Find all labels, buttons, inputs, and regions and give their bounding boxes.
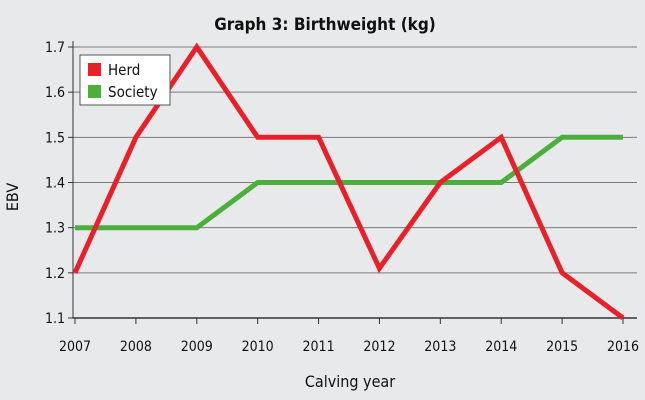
x-tick-labels: 2007 2008 2009 2010 2011 2012 2013 2014 2015 2016 [59,339,639,355]
x-axis-title: Calving year [305,372,395,391]
x-tick-label-2008: 2008 [120,339,152,355]
legend: Herd Society [79,54,171,106]
x-tick-label-2013: 2013 [424,339,456,355]
y-tick-label-1.3: 1.3 [45,221,65,237]
x-tick-label-2011: 2011 [303,339,335,355]
x-tick-label-2014: 2014 [485,339,517,355]
x-tick-label-2007: 2007 [59,339,91,355]
y-tick-label-1.4: 1.4 [45,176,65,192]
y-tick-label-1.1: 1.1 [45,311,65,327]
chart-title: Graph 3: Birthweight (kg) [214,15,436,35]
y-tick-labels: 1.1 1.2 1.3 1.4 1.5 1.6 1.7 [45,40,65,327]
y-axis-title: EBV [3,183,22,211]
x-tick-label-2009: 2009 [181,339,213,355]
legend-swatch-herd [88,63,101,76]
x-tick-label-2016: 2016 [607,339,639,355]
y-tick-label-1.6: 1.6 [45,85,65,101]
legend-swatch-society [88,85,101,98]
legend-label-herd: Herd [108,61,140,79]
x-tick-label-2010: 2010 [242,339,274,355]
y-tick-label-1.5: 1.5 [45,130,65,146]
x-tick-label-2012: 2012 [363,339,395,355]
series-line-society [75,134,623,231]
x-tick-label-2015: 2015 [546,339,578,355]
legend-label-society: Society [108,83,158,101]
y-tick-label-1.7: 1.7 [45,40,65,56]
y-tick-label-1.2: 1.2 [45,266,65,282]
